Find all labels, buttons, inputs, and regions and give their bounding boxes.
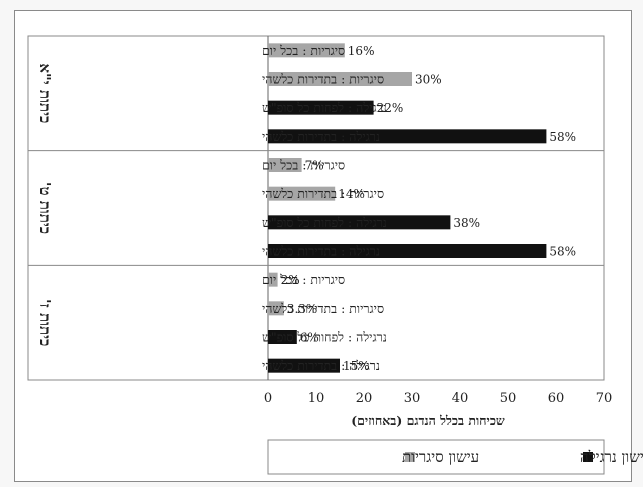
bar-value-label: 2% bbox=[281, 273, 300, 287]
category-label: נרגילה : לפחות כל סופ"ש bbox=[262, 330, 387, 345]
category-label: סיגריות : בכל יום bbox=[262, 272, 345, 287]
bar bbox=[268, 158, 302, 172]
x-tick-label: 60 bbox=[548, 391, 565, 406]
bar bbox=[268, 215, 451, 230]
legend-label: עישון נרגילה bbox=[580, 448, 643, 466]
legend-label: עישון סיגריות bbox=[402, 448, 479, 466]
bar-value-label: 15% bbox=[343, 359, 370, 373]
bar bbox=[268, 129, 547, 144]
bar-value-label: 6% bbox=[300, 331, 319, 345]
category-label: סיגריות : בתדירות כלשהי bbox=[262, 186, 384, 201]
bar bbox=[268, 100, 374, 115]
group-label: כיתות י"א bbox=[36, 63, 54, 123]
category-label: נרגילה : לפחות כל סופ"ש bbox=[262, 100, 387, 115]
category-label: סיגריות : בתדירות כלשהי bbox=[262, 72, 384, 87]
category-label: סיגריות : בתדירות כלשהי bbox=[262, 301, 384, 316]
bar-value-label: 30% bbox=[415, 73, 442, 87]
legend-box bbox=[267, 439, 605, 475]
category-label: נרגילה : בתדירות כלשהי bbox=[262, 129, 380, 144]
bar-value-label: 14% bbox=[338, 187, 365, 201]
x-tick-label: 70 bbox=[596, 391, 613, 406]
category-label: סיגריות : בכל יום bbox=[262, 158, 345, 173]
legend-swatch bbox=[583, 452, 593, 462]
bar-value-label: 3.3% bbox=[287, 302, 318, 316]
x-tick-label: 20 bbox=[356, 391, 373, 406]
bar-value-label: 38% bbox=[453, 216, 480, 230]
bar-value-label: 22% bbox=[377, 101, 404, 115]
group-label: כיתות ט' bbox=[36, 182, 54, 234]
category-label: נרגילה : בתדירות כלשהי bbox=[262, 358, 380, 373]
x-axis-title: שכיחות בכלל הנדגם (באחוזים) bbox=[351, 413, 505, 428]
bar-value-label: 58% bbox=[549, 130, 576, 144]
x-tick-label: 0 bbox=[264, 391, 272, 406]
bar bbox=[268, 358, 340, 373]
x-tick-label: 10 bbox=[308, 391, 325, 406]
category-label: נרגילה : בתדירות כלשהי bbox=[262, 244, 380, 259]
bar bbox=[268, 301, 284, 316]
bar bbox=[268, 186, 336, 201]
bar bbox=[268, 272, 278, 287]
plot-border bbox=[27, 35, 605, 381]
x-tick-label: 30 bbox=[404, 391, 421, 406]
bar-value-label: 16% bbox=[348, 44, 375, 58]
legend-swatch bbox=[405, 452, 415, 462]
bar-value-label: 7% bbox=[305, 159, 324, 173]
category-label: סיגריות : בכל יום bbox=[262, 43, 345, 58]
bar bbox=[268, 244, 547, 258]
bar bbox=[268, 330, 297, 344]
bar bbox=[268, 72, 412, 86]
category-label: נרגילה : לפחות כל סופ"ש bbox=[262, 215, 387, 230]
group-label: כיתות ז' bbox=[36, 299, 54, 346]
x-tick-label: 50 bbox=[500, 391, 517, 406]
x-tick-label: 40 bbox=[452, 391, 469, 406]
bar bbox=[268, 43, 345, 58]
bar-value-label: 58% bbox=[549, 245, 576, 259]
